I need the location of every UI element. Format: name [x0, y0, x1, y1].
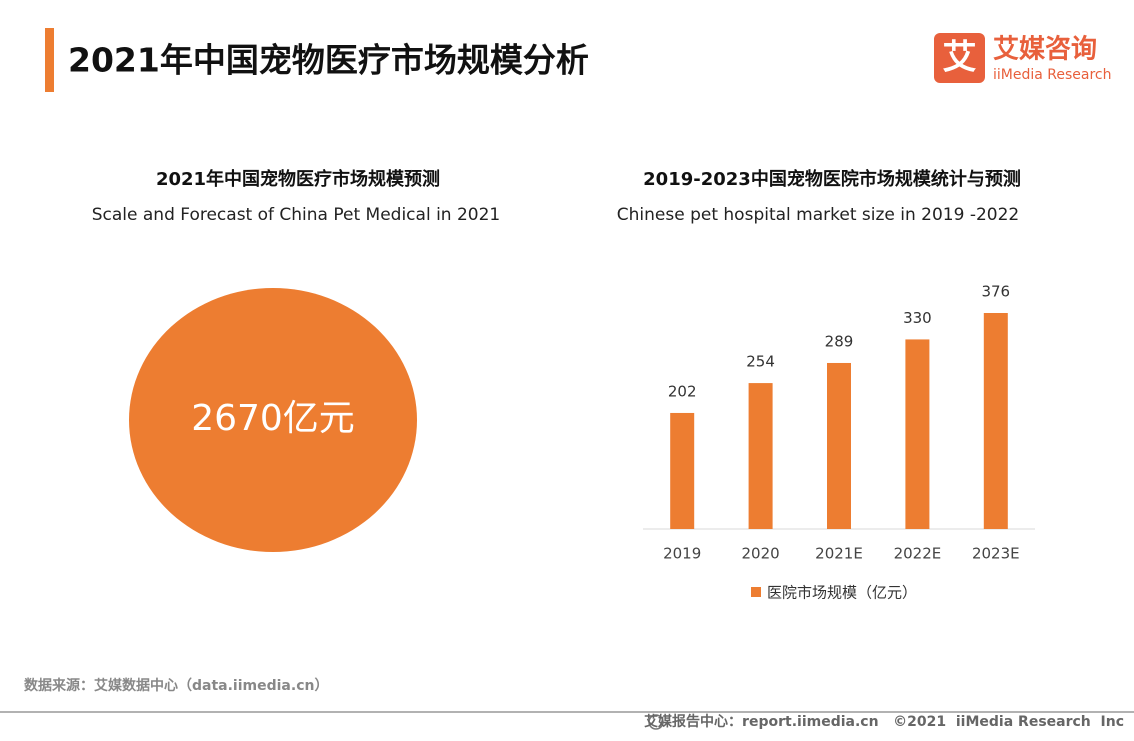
- bar: [748, 383, 773, 529]
- legend-swatch: [751, 587, 761, 597]
- legend-label: 医院市场规模（亿元）: [767, 584, 917, 602]
- logo-brand: iiMedia Research: [993, 67, 1112, 83]
- bar: [905, 339, 930, 529]
- value-label: 376: [981, 283, 1010, 301]
- value-label: 254: [746, 353, 775, 371]
- chart-subtitle: Scale and Forecast of China Pet Medical …: [92, 205, 501, 225]
- chart-title: 2021年中国宠物医疗市场规模预测: [156, 168, 440, 190]
- footer-globe: [648, 714, 664, 730]
- x-tick-label: 2019: [663, 545, 701, 563]
- circle-mark: [129, 288, 417, 552]
- footer-text: 艾媒报告中心：report.iimedia.cn ©2021 iiMedia R…: [644, 713, 1124, 730]
- title-accent: [45, 28, 54, 92]
- value-label: 330: [903, 309, 932, 327]
- logo-icon-bg: [934, 33, 985, 83]
- chart-title: 2019-2023中国宠物医院市场规模统计与预测: [643, 168, 1021, 190]
- chart-subtitle: Chinese pet hospital market size in 2019…: [617, 205, 1019, 225]
- bar: [983, 313, 1008, 529]
- logo-name: 艾媒咨询: [993, 34, 1097, 65]
- logo-icon: 艾: [943, 38, 977, 78]
- page-title: 2021年中国宠物医疗市场规模分析: [68, 41, 589, 80]
- value-label: 202: [668, 382, 697, 400]
- x-tick-label: 2023E: [972, 545, 1020, 563]
- value-label: 2670亿元: [191, 398, 355, 439]
- x-tick-label: 2022E: [894, 545, 942, 563]
- value-label: 289: [825, 332, 854, 350]
- x-tick-label: 2021E: [815, 545, 863, 563]
- source-note: 数据来源：艾媒数据中心（data.iimedia.cn）: [24, 677, 328, 694]
- x-tick-label: 2020: [742, 545, 780, 563]
- bar: [670, 412, 695, 529]
- bar: [827, 362, 851, 529]
